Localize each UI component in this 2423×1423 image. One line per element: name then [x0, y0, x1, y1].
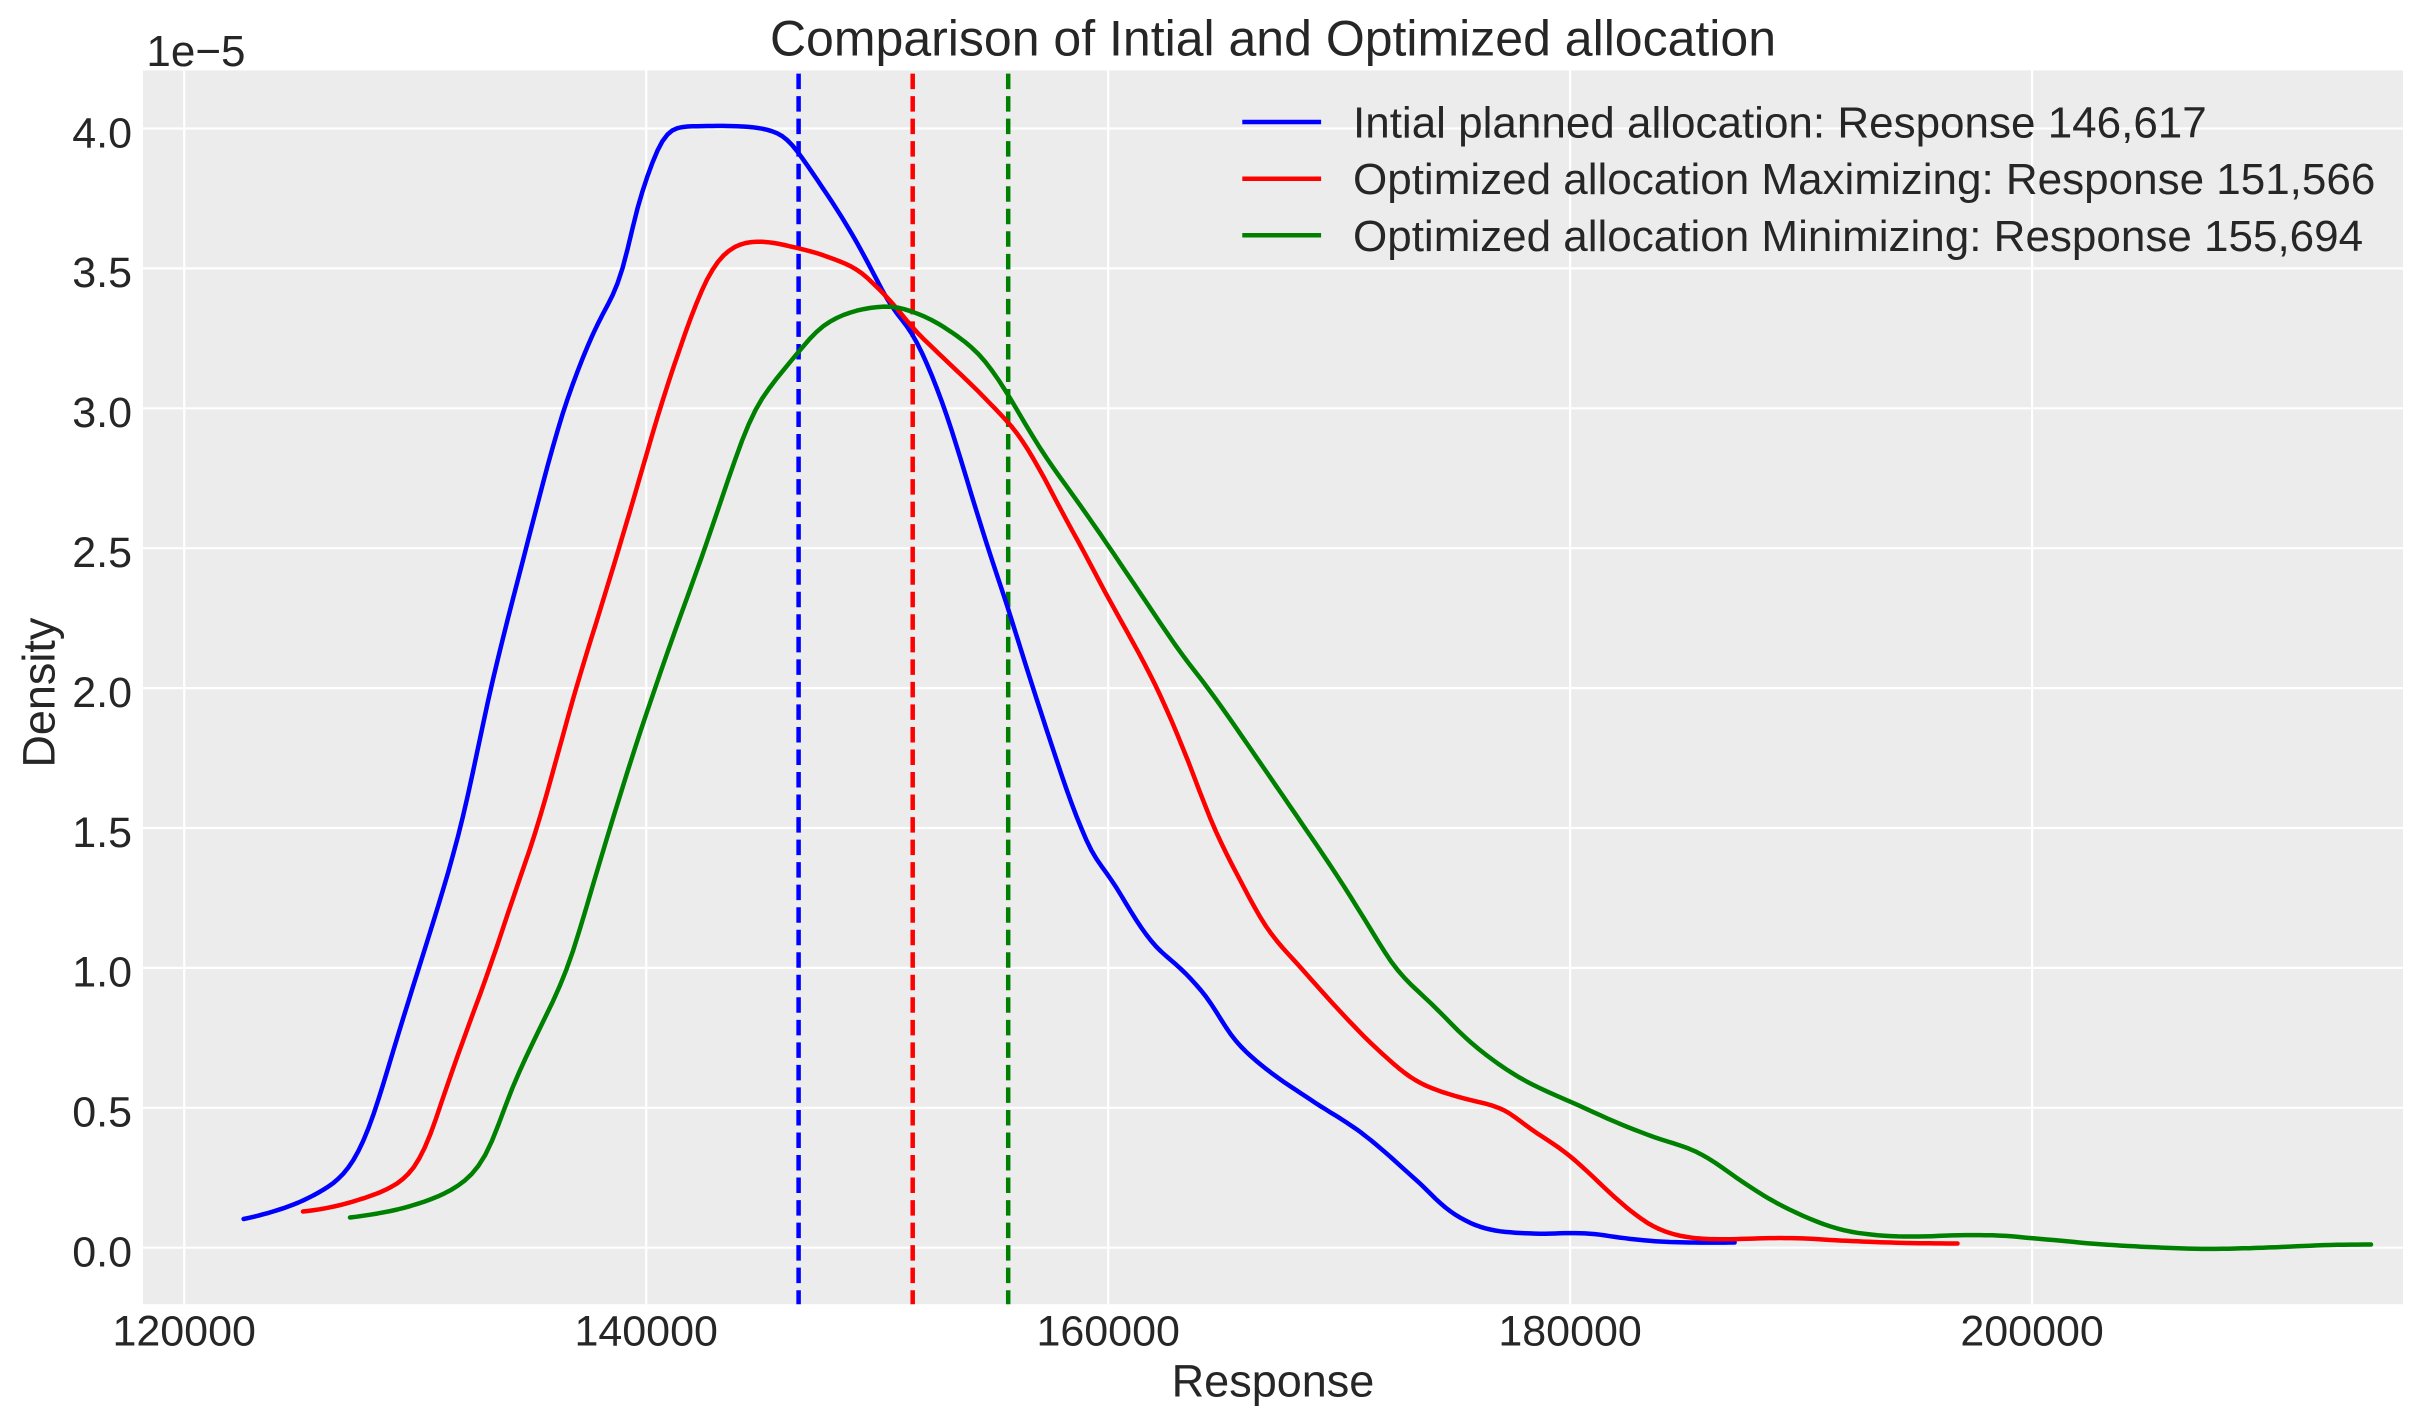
svg-text:4.0: 4.0 [72, 109, 132, 157]
svg-text:140000: 140000 [574, 1308, 718, 1356]
svg-text:Density: Density [14, 617, 65, 768]
svg-text:3.5: 3.5 [72, 249, 132, 297]
svg-text:Optimized allocation Minimizin: Optimized allocation Minimizing: Respons… [1353, 212, 2363, 261]
svg-text:Response: Response [1172, 1355, 1375, 1406]
svg-text:1.0: 1.0 [72, 949, 132, 997]
svg-text:0.0: 0.0 [72, 1229, 132, 1277]
svg-text:Comparison of Intial and Optim: Comparison of Intial and Optimized alloc… [770, 11, 1776, 67]
svg-text:160000: 160000 [1036, 1308, 1180, 1356]
svg-text:1e−5: 1e−5 [146, 27, 245, 76]
svg-text:1.5: 1.5 [72, 809, 132, 857]
svg-text:Optimized allocation Maximizin: Optimized allocation Maximizing: Respons… [1353, 155, 2375, 204]
svg-text:120000: 120000 [112, 1308, 256, 1356]
svg-text:0.5: 0.5 [72, 1089, 132, 1137]
svg-text:200000: 200000 [1960, 1308, 2104, 1356]
svg-text:180000: 180000 [1498, 1308, 1642, 1356]
svg-text:2.5: 2.5 [72, 529, 132, 577]
svg-text:3.0: 3.0 [72, 389, 132, 437]
svg-text:2.0: 2.0 [72, 669, 132, 717]
svg-text:Intial planned allocation: Res: Intial planned allocation: Response 146,… [1353, 99, 2207, 148]
